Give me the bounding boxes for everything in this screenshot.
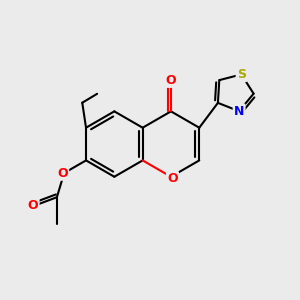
Text: O: O — [28, 199, 38, 212]
Text: O: O — [57, 167, 68, 179]
Text: O: O — [166, 74, 176, 87]
Text: S: S — [237, 68, 246, 81]
Text: O: O — [167, 172, 178, 185]
Text: N: N — [234, 105, 244, 118]
